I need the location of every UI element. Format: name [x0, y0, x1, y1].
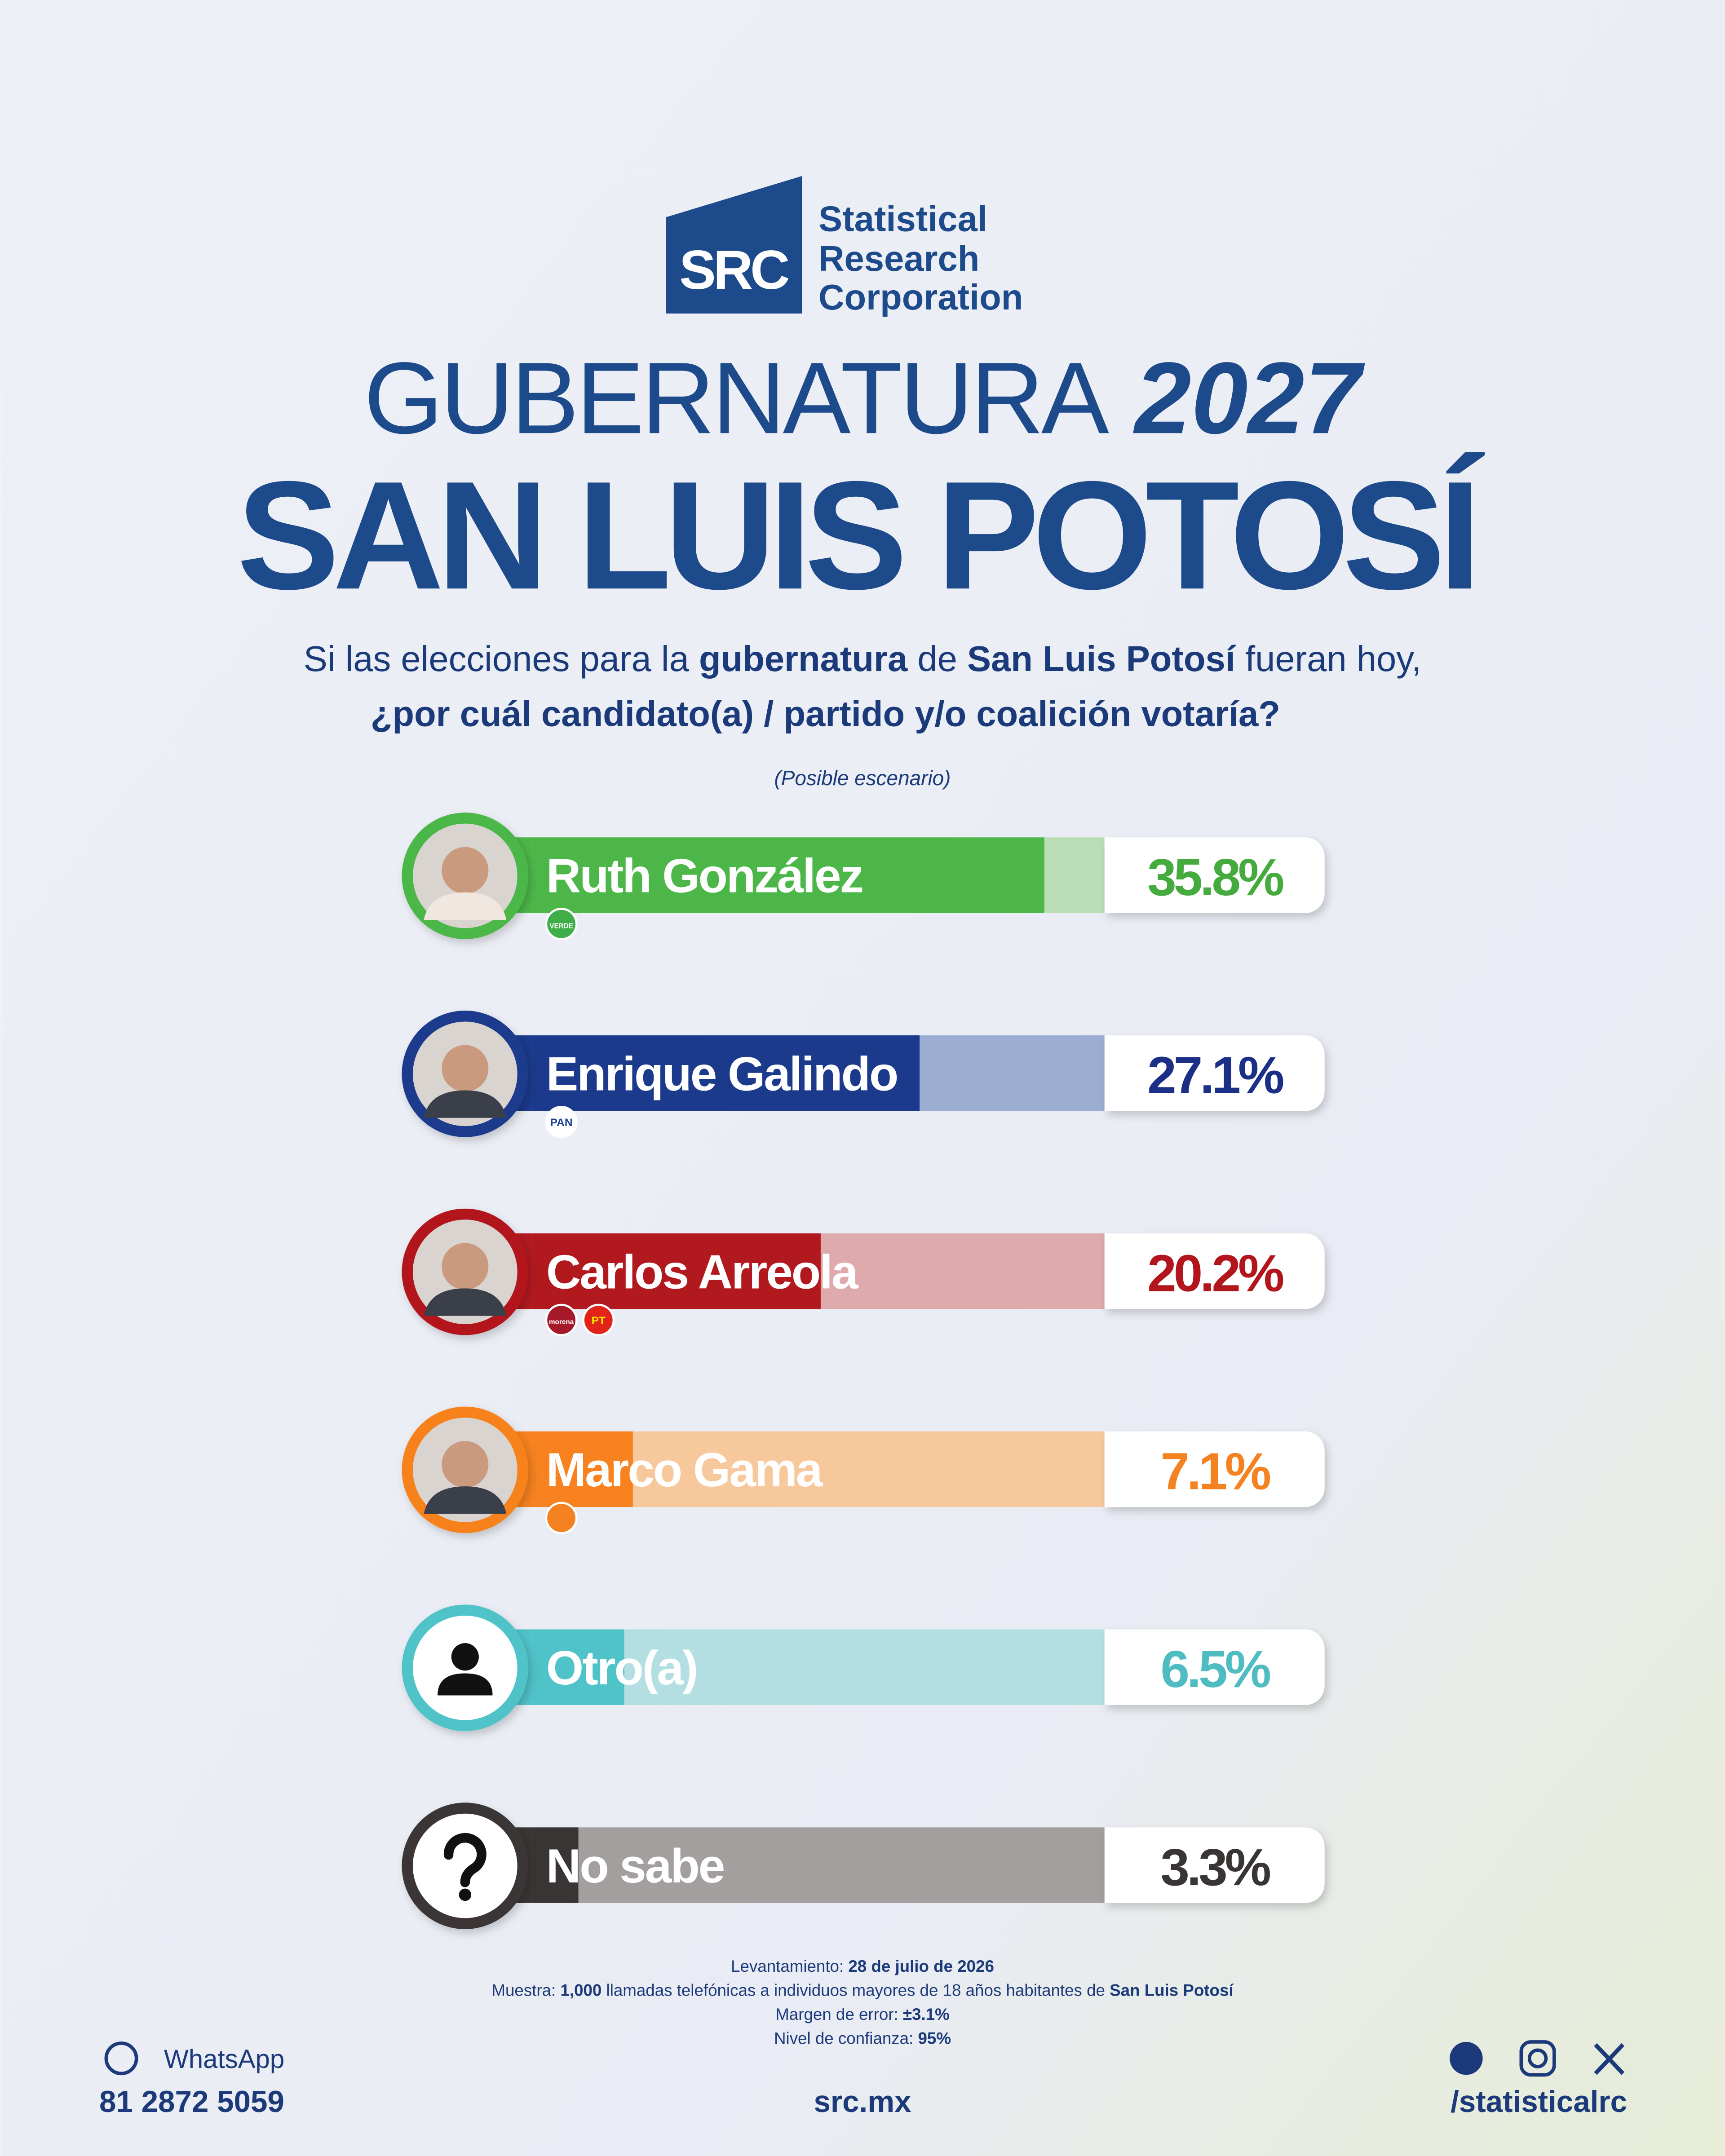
avatar: [412, 1813, 518, 1918]
logo-shape: [666, 176, 802, 314]
bar: [531, 1233, 821, 1309]
question-icon-dot: [459, 1888, 472, 1901]
person-icon-body: [438, 1673, 493, 1696]
text-segment: Nivel de confianza:: [774, 2029, 918, 2048]
x-icon[interactable]: [1594, 2043, 1625, 2075]
value-box: [1104, 1431, 1325, 1507]
photo-head: [442, 1045, 489, 1092]
text-segment: Si las elecciones para la: [304, 639, 699, 679]
party-badge: [545, 1502, 578, 1534]
value-label: 35.8%: [1147, 848, 1283, 906]
party-badge: [582, 1303, 615, 1336]
whatsapp-icon[interactable]: [104, 2041, 138, 2076]
logo-mark: SRC: [679, 239, 789, 300]
party-badge: [545, 1105, 578, 1138]
bar: [531, 1431, 633, 1507]
question-line: Si las elecciones para la gubernatura de…: [304, 639, 1422, 679]
bar: [531, 1035, 920, 1111]
party-badge: [545, 1303, 578, 1336]
title: GUBERNATURA 2027: [364, 341, 1365, 455]
instagram-icon[interactable]: [1519, 2040, 1556, 2077]
party-label: PAN: [550, 1117, 573, 1129]
subtitle: SAN LUIS POTOSÍ: [237, 449, 1486, 621]
logo-line: Statistical: [818, 199, 987, 239]
instagram-icon-lens: [1527, 2048, 1548, 2068]
party-label: VERDE: [549, 922, 573, 930]
value-box: [1104, 1629, 1325, 1705]
value-box: [1104, 1035, 1325, 1111]
value-label: 6.5%: [1160, 1640, 1270, 1698]
photo-head: [442, 847, 489, 894]
text-segment: Margen de error:: [775, 2005, 903, 2023]
logo-line: Research: [818, 239, 979, 278]
whatsapp-label: WhatsApp: [164, 2045, 284, 2074]
website[interactable]: src.mx: [814, 2085, 911, 2119]
candidate-name: Otro(a): [546, 1641, 697, 1695]
question-icon: [443, 1833, 487, 1887]
note: (Posible escenario): [774, 766, 951, 790]
value-label: 27.1%: [1147, 1046, 1283, 1105]
photo-body: [424, 1288, 507, 1316]
text-segment: gubernatura: [699, 639, 908, 679]
logo-line: Corporation: [818, 277, 1023, 317]
text-segment: 28 de julio de 2026: [848, 1957, 994, 1975]
text-segment: Muestra:: [491, 1981, 560, 1999]
party-label: morena: [549, 1318, 574, 1326]
value-box: [1104, 837, 1325, 913]
photo-head: [442, 1243, 489, 1290]
text-segment: ±3.1%: [903, 2005, 950, 2023]
bar-chart: 35.8% Ruth González VERDE 27.1% Enrique Gali…: [402, 813, 1325, 1929]
party-badge: [545, 908, 578, 941]
text-segment: 95%: [918, 2029, 951, 2048]
text-segment: ¿por cuál candidato(a) / partido y/o coa…: [371, 694, 1280, 733]
person-icon-head: [451, 1643, 479, 1671]
question-line: ¿por cuál candidato(a) / partido y/o coa…: [371, 694, 1280, 733]
methodology: Levantamiento: 28 de julio de 2026 Muestr…: [491, 1957, 1234, 2048]
candidate-name: No sabe: [546, 1839, 724, 1893]
text-segment: fueran hoy,: [1235, 639, 1421, 679]
candidate-name: Ruth González: [546, 849, 862, 903]
text-segment: Levantamiento:: [731, 1957, 848, 1975]
title-year: 2027: [1133, 341, 1365, 455]
handle[interactable]: /statisticalrc: [1451, 2085, 1627, 2119]
text-segment: llamadas telefónicas a individuos mayore…: [602, 1981, 1110, 1999]
value-label: 20.2%: [1147, 1244, 1283, 1302]
party-label: PT: [592, 1315, 606, 1327]
methodology-line: Margen de error: ±3.1%: [775, 2005, 950, 2023]
value-box: [1104, 1827, 1325, 1903]
text-segment: 1,000: [560, 1981, 602, 1999]
text-segment: de: [907, 639, 967, 679]
candidate-name: Enrique Galindo: [546, 1047, 897, 1101]
photo-body: [424, 892, 507, 920]
bar: [531, 837, 1044, 913]
photo-body: [424, 1090, 507, 1118]
bar: [531, 1827, 579, 1903]
value-box: [1104, 1233, 1325, 1309]
candidate-name: Carlos Arreola: [546, 1245, 859, 1299]
photo-body: [424, 1486, 507, 1514]
methodology-line: Nivel de confianza: 95%: [774, 2029, 951, 2048]
facebook-icon[interactable]: [1450, 2041, 1483, 2075]
bar: [531, 1629, 624, 1705]
photo-head: [442, 1441, 489, 1488]
candidate-name: Marco Gama: [546, 1443, 823, 1497]
methodology-line: Muestra: 1,000 llamadas telefónicas a in…: [491, 1981, 1234, 1999]
title-light: GUBERNATURA: [364, 341, 1109, 455]
text-segment: San Luis Potosí: [1110, 1981, 1234, 1999]
text-segment: San Luis Potosí: [967, 639, 1237, 679]
methodology-line: Levantamiento: 28 de julio de 2026: [731, 1957, 994, 1975]
value-label: 7.1%: [1160, 1442, 1270, 1500]
value-label: 3.3%: [1160, 1838, 1270, 1896]
phone: 81 2872 5059: [99, 2085, 284, 2119]
